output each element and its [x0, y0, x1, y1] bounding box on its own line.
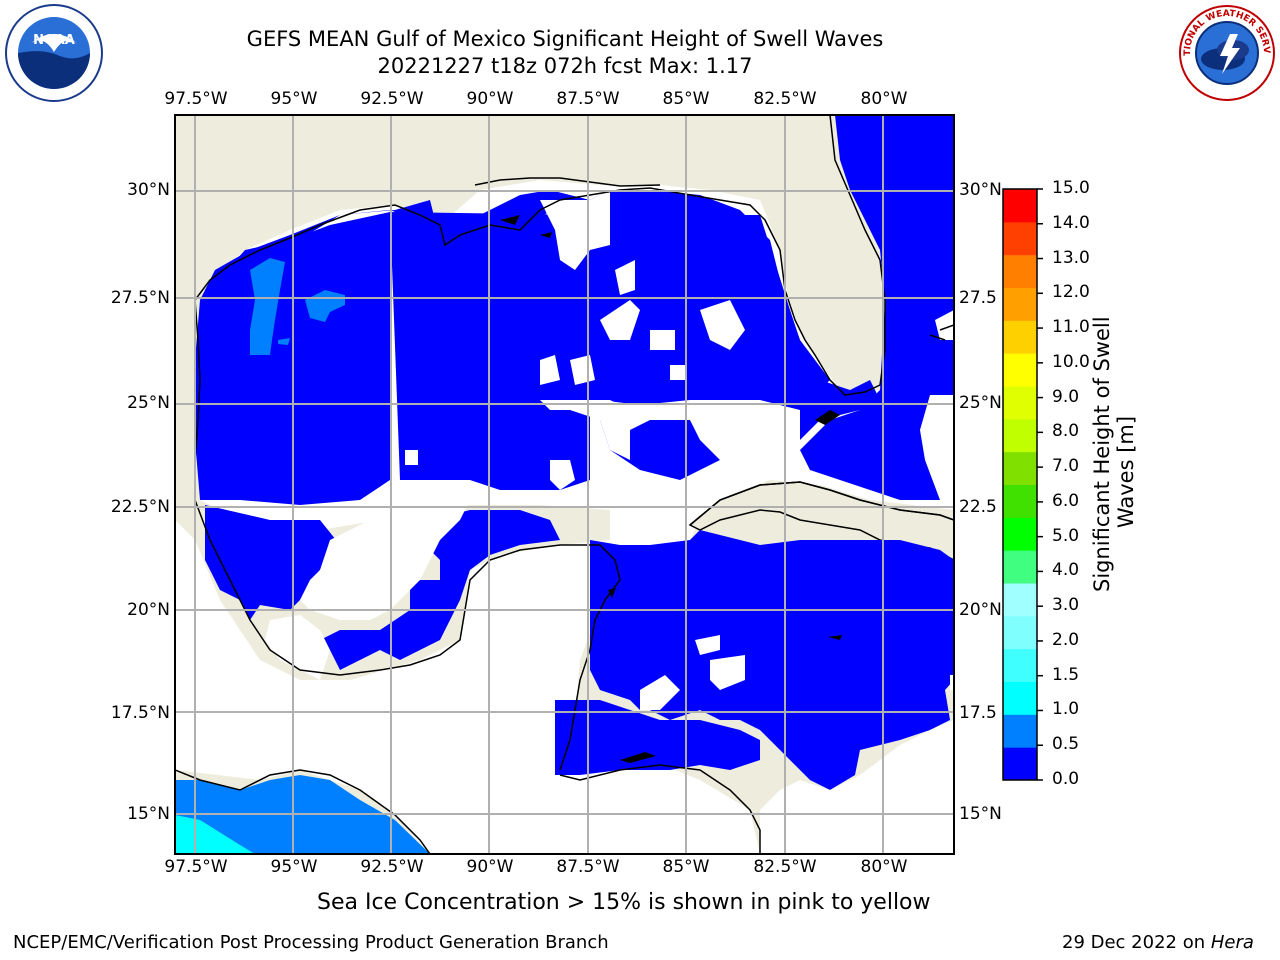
colorbar-swatch — [1003, 386, 1037, 420]
lon-label-top: 87.5°W — [556, 89, 620, 109]
colorbar-swatch — [1003, 747, 1037, 781]
colorbar-label: Significant Height of Swell Waves [m] — [1090, 316, 1140, 592]
colorbar-tick-label: 1.0 — [1052, 699, 1080, 720]
lat-label-left: 25°N — [127, 393, 170, 413]
lat-label-right: 22.5 — [959, 497, 997, 517]
colorbar-swatch — [1003, 714, 1037, 748]
lat-label-right: 17.5 — [959, 703, 997, 723]
colorbar-tick-label: 5.0 — [1052, 525, 1080, 546]
lon-label-top: 97.5°W — [164, 89, 228, 109]
colorbar-label-line2: Waves [m] — [1114, 415, 1138, 529]
lat-label-left: 17.5°N — [110, 703, 170, 723]
footer-branch: NCEP/EMC/Verification Post Processing Pr… — [13, 932, 609, 953]
colorbar-swatch — [1003, 189, 1037, 223]
map-panel — [174, 114, 955, 855]
noaa-logo: NOAA — [5, 4, 103, 102]
lon-label-bottom: 92.5°W — [360, 857, 424, 877]
colorbar-swatch — [1003, 254, 1037, 288]
colorbar-tick-label: 0.0 — [1052, 769, 1080, 789]
colorbar-swatch — [1003, 648, 1037, 682]
colorbar-swatch — [1003, 484, 1037, 518]
colorbar-tick-label: 3.0 — [1052, 595, 1080, 616]
colorbar-tick-label: 6.0 — [1052, 490, 1080, 511]
colorbar-tick-label: 0.5 — [1052, 734, 1080, 755]
colorbar-swatch — [1003, 451, 1037, 485]
colorbar-tick-label: 14.0 — [1052, 212, 1090, 233]
colorbar-swatch — [1003, 418, 1037, 453]
sea-ice-note: Sea Ice Concentration > 15% is shown in … — [317, 890, 931, 915]
colorbar-swatch — [1003, 550, 1037, 584]
footer-date: 29 Dec 2022 on Hera — [1062, 932, 1254, 953]
colorbar-tick-label: 15.0 — [1052, 178, 1090, 198]
footer-date-text: 29 Dec 2022 on — [1062, 932, 1211, 953]
graticule — [175, 115, 954, 854]
map-subtitle: 20221227 t18z 072h fcst Max: 1.17 — [377, 54, 753, 78]
colorbar-label-line1: Significant Height of Swell — [1090, 316, 1114, 592]
lon-label-bottom: 87.5°W — [556, 857, 620, 877]
colorbar-tick-label: 9.0 — [1052, 386, 1080, 407]
colorbar — [1002, 188, 1043, 781]
colorbar-swatch — [1003, 681, 1037, 715]
colorbar-tick-label: 7.0 — [1052, 456, 1080, 477]
colorbar-tick-label: 1.5 — [1052, 664, 1080, 685]
lon-label-bottom: 90°W — [466, 857, 514, 877]
lon-label-top: 80°W — [860, 89, 908, 109]
lat-label-right: 30°N — [959, 180, 1002, 200]
noaa-logo-text: NOAA — [33, 33, 75, 48]
colorbar-tick-label: 10.0 — [1052, 351, 1090, 372]
footer-host: Hera — [1210, 932, 1254, 953]
lon-label-top: 82.5°W — [753, 89, 817, 109]
lon-label-top: 85°W — [662, 89, 710, 109]
swell-undefined-patches — [265, 190, 954, 854]
lat-label-left: 27.5°N — [110, 288, 170, 308]
colorbar-swatch — [1003, 517, 1037, 551]
colorbar-tick-label: 11.0 — [1052, 317, 1090, 338]
lat-label-right: 20°N — [959, 600, 1002, 620]
colorbar-tick-label: 13.0 — [1052, 247, 1090, 268]
lon-label-top: 92.5°W — [360, 89, 424, 109]
nws-logo: NATIONAL WEATHER SERVICE — [1174, 0, 1276, 102]
colorbar-tick-label: 8.0 — [1052, 421, 1080, 442]
colorbar-tick-label: 12.0 — [1052, 282, 1090, 303]
lon-label-bottom: 97.5°W — [164, 857, 228, 877]
lat-label-left: 22.5°N — [110, 497, 170, 517]
colorbar-swatch — [1003, 583, 1037, 617]
lon-label-bottom: 85°W — [662, 857, 710, 877]
map-title: GEFS MEAN Gulf of Mexico Significant Hei… — [246, 27, 884, 51]
lon-label-bottom: 80°W — [860, 857, 908, 877]
lon-label-bottom: 82.5°W — [753, 857, 817, 877]
colorbar-swatch — [1003, 221, 1037, 256]
lat-label-left: 15°N — [127, 804, 170, 824]
lat-label-right: 27.5 — [959, 288, 997, 308]
lat-label-left: 30°N — [127, 180, 170, 200]
colorbar-border — [1002, 188, 1038, 781]
colorbar-tick-label: 2.0 — [1052, 629, 1080, 650]
lat-label-right: 15°N — [959, 804, 1002, 824]
colorbar-swatch — [1003, 353, 1037, 387]
lon-label-top: 90°W — [466, 89, 514, 109]
colorbar-tick-label: 4.0 — [1052, 560, 1080, 581]
lat-label-left: 20°N — [127, 600, 170, 620]
colorbar-swatch — [1003, 615, 1037, 650]
lon-label-top: 95°W — [270, 89, 318, 109]
islands — [500, 215, 842, 763]
lon-label-bottom: 95°W — [270, 857, 318, 877]
colorbar-swatch — [1003, 287, 1037, 321]
colorbar-swatch — [1003, 320, 1037, 354]
lat-label-right: 25°N — [959, 393, 1002, 413]
